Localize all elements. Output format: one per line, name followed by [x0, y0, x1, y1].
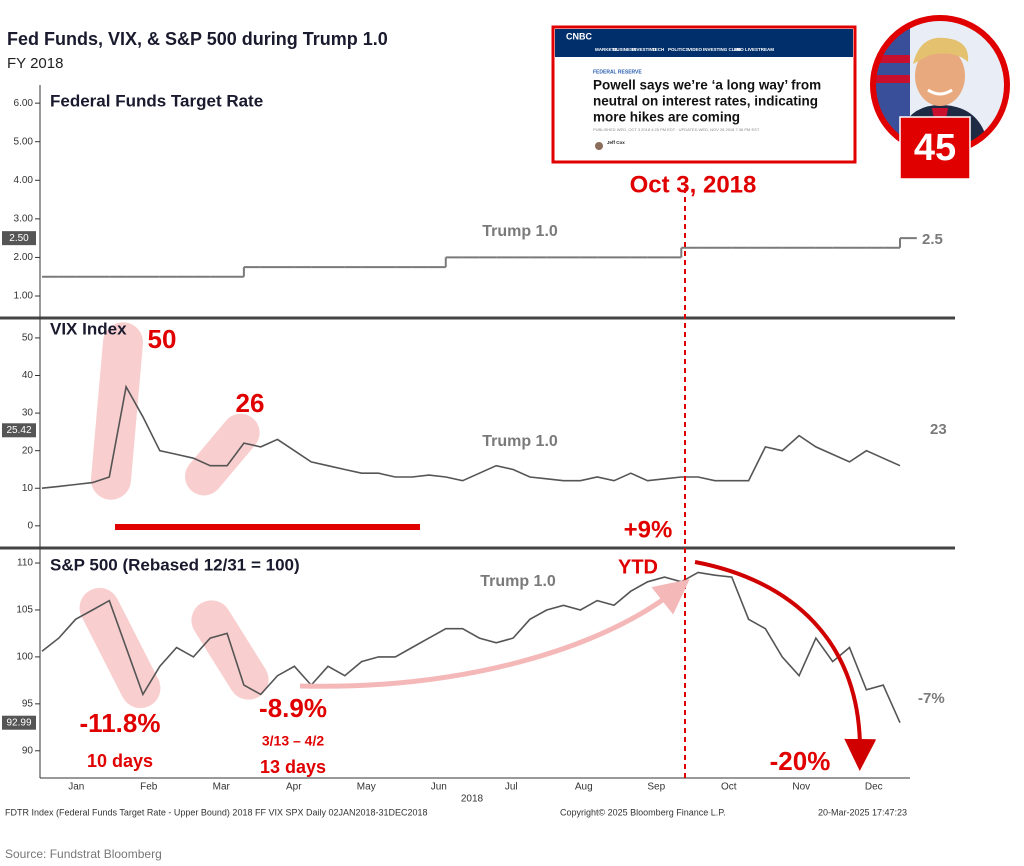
badge-number: 45: [914, 127, 956, 169]
y-tick-label: 110: [17, 558, 33, 569]
y-tick-label: 100: [16, 652, 33, 663]
headline-line: more hikes are coming: [593, 110, 740, 125]
footer-right: 20-Mar-2025 17:47:23: [818, 807, 907, 817]
y-tick-label: 40: [22, 370, 34, 381]
news-headline: Powell says we’re ‘a long way’ fromneutr…: [593, 78, 821, 125]
annotation: 13 days: [260, 757, 326, 777]
highlight: [79, 587, 161, 709]
news-byline: Jeff Cox: [607, 140, 625, 145]
y-tick-label: 50: [22, 333, 34, 344]
y-tick-label: 95: [22, 698, 34, 709]
end-label: -7%: [918, 690, 945, 707]
y-tick-label: 2.00: [14, 252, 34, 263]
y-tick-label: 3.00: [14, 213, 34, 224]
x-tick-label: Feb: [140, 782, 158, 793]
x-tick-label: Sep: [647, 782, 665, 793]
news-section: FEDERAL RESERVE: [593, 69, 642, 75]
end-label: 23: [930, 421, 947, 438]
page-subtitle: FY 2018: [7, 55, 63, 72]
last-value-label: 92.99: [6, 717, 31, 728]
panel-title: S&P 500 (Rebased 12/31 = 100): [50, 555, 300, 574]
y-tick-label: 0: [27, 520, 33, 531]
y-tick-label: 10: [22, 483, 34, 494]
last-value-label: 25.42: [6, 425, 31, 436]
annotation: 50: [148, 324, 177, 354]
annotation: 10 days: [87, 751, 153, 771]
last-value-label: 2.50: [9, 233, 29, 244]
plots: Federal Funds Target Rate 1.00 2.00 3.00 4.0…: [2, 91, 947, 777]
panel-title: VIX Index: [50, 319, 127, 338]
nav-item: BUSINESS: [613, 47, 636, 52]
x-tick-label: Jun: [431, 782, 447, 793]
nav-item: VIDEO: [688, 47, 703, 52]
x-tick-label: Mar: [213, 782, 231, 793]
nav-item: LIVESTREAM: [745, 47, 774, 52]
nav-item: MARKETS: [595, 47, 617, 52]
y-tick-label: 90: [22, 745, 34, 756]
badge-box: [899, 116, 971, 180]
annotation: +9%: [624, 516, 673, 543]
footer-left: FDTR Index (Federal Funds Target Rate - …: [5, 807, 428, 817]
highlight: [90, 322, 144, 500]
source: Source: Fundstrat Bloomberg: [5, 847, 162, 861]
x-tick-label: Jul: [505, 782, 518, 793]
x-tick-label: Apr: [286, 782, 302, 793]
highlight: [191, 600, 269, 700]
news-dateline: PUBLISHED WED, OCT 3 2018 4:25 PM EDT · …: [593, 127, 760, 132]
annotation: Trump 1.0: [482, 433, 558, 450]
nav-item: INVESTING CLUB: [703, 47, 742, 52]
x-axis-labels: Jan Feb Mar Apr May Jun Jul Aug Sep Oct Nov Dec: [68, 782, 882, 793]
y-tick-label: 1.00: [14, 291, 34, 302]
series-line: [41, 571, 901, 724]
last-value-tag: [2, 715, 36, 730]
y-tick-label: 6.00: [14, 98, 34, 109]
highlights: [79, 322, 269, 709]
y-tick-label: 30: [22, 408, 34, 419]
annotation: -8.9%: [259, 693, 327, 723]
annotation: 26: [236, 388, 265, 418]
nav-item: INVESTING: [632, 47, 657, 52]
last-value-tag: [2, 423, 36, 438]
headline-line: neutral on interest rates, indicating: [593, 94, 818, 109]
news-header: [555, 29, 853, 57]
panel-title: Federal Funds Target Rate: [50, 91, 263, 110]
x-year: 2018: [461, 794, 484, 805]
y-tick-label: 20: [22, 445, 34, 456]
last-value-tag: [2, 231, 36, 246]
footer-center: Copyright© 2025 Bloomberg Finance L.P.: [560, 807, 726, 817]
annotation: Trump 1.0: [480, 573, 556, 590]
portrait: 45: [870, 15, 1010, 180]
end-label: 2.5: [922, 231, 943, 248]
annotation: YTD: [618, 556, 658, 578]
author-avatar: [595, 142, 603, 150]
series-line: [41, 384, 901, 489]
x-tick-label: Nov: [792, 782, 810, 793]
red-arrow: [694, 560, 877, 771]
x-tick-label: Jan: [68, 782, 84, 793]
page-title: Fed Funds, VIX, & S&P 500 during Trump 1…: [7, 29, 388, 49]
x-tick-label: Oct: [721, 782, 737, 793]
pink-arrow: [299, 579, 690, 689]
y-tick-label: 5.00: [14, 136, 34, 147]
annotation: Trump 1.0: [482, 223, 558, 240]
news-outlet: CNBC: [566, 31, 592, 41]
event-label: Oct 3, 2018: [630, 171, 757, 198]
annotation: 3/13 – 4/2: [262, 733, 324, 749]
annotation: -11.8%: [80, 708, 161, 738]
x-tick-label: Dec: [865, 782, 883, 793]
headline-line: Powell says we’re ‘a long way’ from: [593, 78, 821, 93]
annotation: -20%: [770, 746, 831, 776]
nav-item: POLITICS: [668, 47, 689, 52]
nav-item: PRO: [734, 47, 744, 52]
highlight: [185, 413, 260, 496]
x-tick-label: May: [357, 782, 376, 793]
nav-item: TECH: [652, 47, 664, 52]
x-tick-label: Aug: [575, 782, 593, 793]
y-tick-label: 105: [16, 605, 33, 616]
y-tick-label: 4.00: [14, 175, 34, 186]
